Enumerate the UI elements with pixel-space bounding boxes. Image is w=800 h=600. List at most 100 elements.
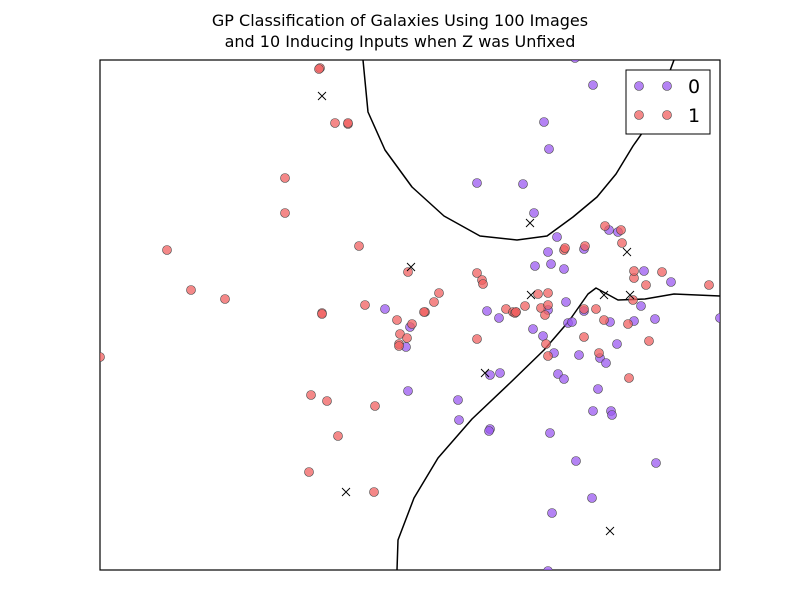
data-point-class-1: [280, 208, 290, 218]
chart-title-line-2: and 10 Inducing Inputs when Z was Unfixe…: [225, 32, 576, 51]
data-point-class-0: [552, 232, 562, 242]
data-point-class-1: [369, 487, 379, 497]
data-point-class-0: [636, 301, 646, 311]
inducing-input-marker: [605, 526, 615, 536]
data-point-class-1: [472, 334, 482, 344]
data-point-class-0: [601, 358, 611, 368]
data-point-class-0: [639, 266, 649, 276]
data-point-class-0: [650, 314, 660, 324]
decision-boundary-2: [396, 287, 720, 570]
data-point-class-0: [529, 208, 539, 218]
data-point-class-1: [628, 295, 638, 305]
inducing-input-marker: [480, 368, 490, 378]
data-point-class-1: [520, 301, 530, 311]
data-point-class-1: [704, 280, 714, 290]
data-point-class-0: [559, 374, 569, 384]
data-point-class-0: [651, 458, 661, 468]
data-point-class-0: [530, 261, 540, 271]
data-point-class-1: [403, 267, 413, 277]
data-point-class-0: [543, 566, 553, 570]
data-point-class-1: [162, 245, 172, 255]
chart-title-line-1: GP Classification of Galaxies Using 100 …: [212, 11, 588, 30]
data-point-class-1: [644, 336, 654, 346]
data-point-class-1: [591, 304, 601, 314]
data-point-class-0: [472, 178, 482, 188]
data-point-class-1: [354, 241, 364, 251]
data-point-class-0: [570, 60, 580, 63]
data-point-class-0: [495, 368, 505, 378]
inducing-input-marker: [341, 487, 351, 497]
data-point-class-0: [588, 406, 598, 416]
data-point-class-0: [539, 117, 549, 127]
data-point-class-1: [317, 309, 327, 319]
data-point-class-1: [434, 288, 444, 298]
data-point-class-1: [560, 243, 570, 253]
legend-marker-0-b: [662, 81, 672, 91]
legend-label-1: 1: [688, 105, 700, 127]
data-point-class-1: [623, 319, 633, 329]
data-point-class-0: [546, 259, 556, 269]
inducing-input-marker: [406, 262, 416, 272]
data-point-class-1: [306, 390, 316, 400]
data-point-class-1: [616, 225, 626, 235]
data-point-class-1: [579, 332, 589, 342]
chart-title: GP Classification of Galaxies Using 100 …: [212, 11, 588, 51]
data-point-class-1: [579, 304, 589, 314]
data-point-class-0: [715, 313, 720, 323]
data-point-class-0: [485, 370, 495, 380]
data-point-class-0: [403, 386, 413, 396]
data-point-class-0: [454, 415, 464, 425]
data-point-class-1: [407, 319, 417, 329]
data-point-class-1: [472, 268, 482, 278]
inducing-input-marker: [526, 290, 536, 300]
data-points-layer: [100, 60, 720, 570]
data-point-class-0: [380, 304, 390, 314]
plot-area-frame: [99, 59, 721, 571]
inducing-input-marker: [625, 290, 635, 300]
data-point-class-0: [559, 264, 569, 274]
legend-marker-0-a: [634, 81, 644, 91]
data-point-class-0: [666, 277, 676, 287]
data-point-class-1: [594, 348, 604, 358]
data-point-class-1: [624, 373, 634, 383]
data-point-class-1: [333, 431, 343, 441]
data-point-class-1: [580, 241, 590, 251]
data-point-class-1: [543, 351, 553, 361]
inducing-input-marker: [317, 91, 327, 101]
data-point-class-1: [657, 267, 667, 277]
decision-boundary-layer: [362, 60, 720, 570]
data-point-class-0: [561, 297, 571, 307]
inducing-input-marker: [599, 290, 609, 300]
data-point-class-0: [571, 456, 581, 466]
data-point-class-0: [574, 350, 584, 360]
data-point-class-1: [629, 266, 639, 276]
data-point-class-1: [641, 280, 651, 290]
data-point-class-1: [511, 307, 521, 317]
legend-marker-1-b: [662, 110, 672, 120]
data-point-class-1: [419, 307, 429, 317]
data-point-class-1: [392, 315, 402, 325]
data-point-class-1: [541, 339, 551, 349]
data-point-class-1: [543, 288, 553, 298]
legend-box: [625, 69, 711, 135]
data-point-class-1: [360, 300, 370, 310]
data-point-class-0: [593, 384, 603, 394]
data-point-class-1: [429, 297, 439, 307]
data-point-class-1: [304, 467, 314, 477]
data-point-class-0: [538, 331, 548, 341]
inducing-input-marker: [525, 218, 535, 228]
data-point-class-0: [528, 324, 538, 334]
data-point-class-1: [543, 300, 553, 310]
data-point-class-0: [544, 144, 554, 154]
legend-label-0: 0: [688, 76, 700, 98]
data-point-class-1: [322, 396, 332, 406]
data-point-class-1: [280, 173, 290, 183]
data-point-class-1: [478, 279, 488, 289]
data-point-class-0: [607, 410, 617, 420]
decision-boundary-1: [362, 60, 675, 241]
data-point-class-0: [547, 508, 557, 518]
data-point-class-1: [617, 238, 627, 248]
data-point-class-1: [402, 333, 412, 343]
legend-marker-1-a: [634, 110, 644, 120]
